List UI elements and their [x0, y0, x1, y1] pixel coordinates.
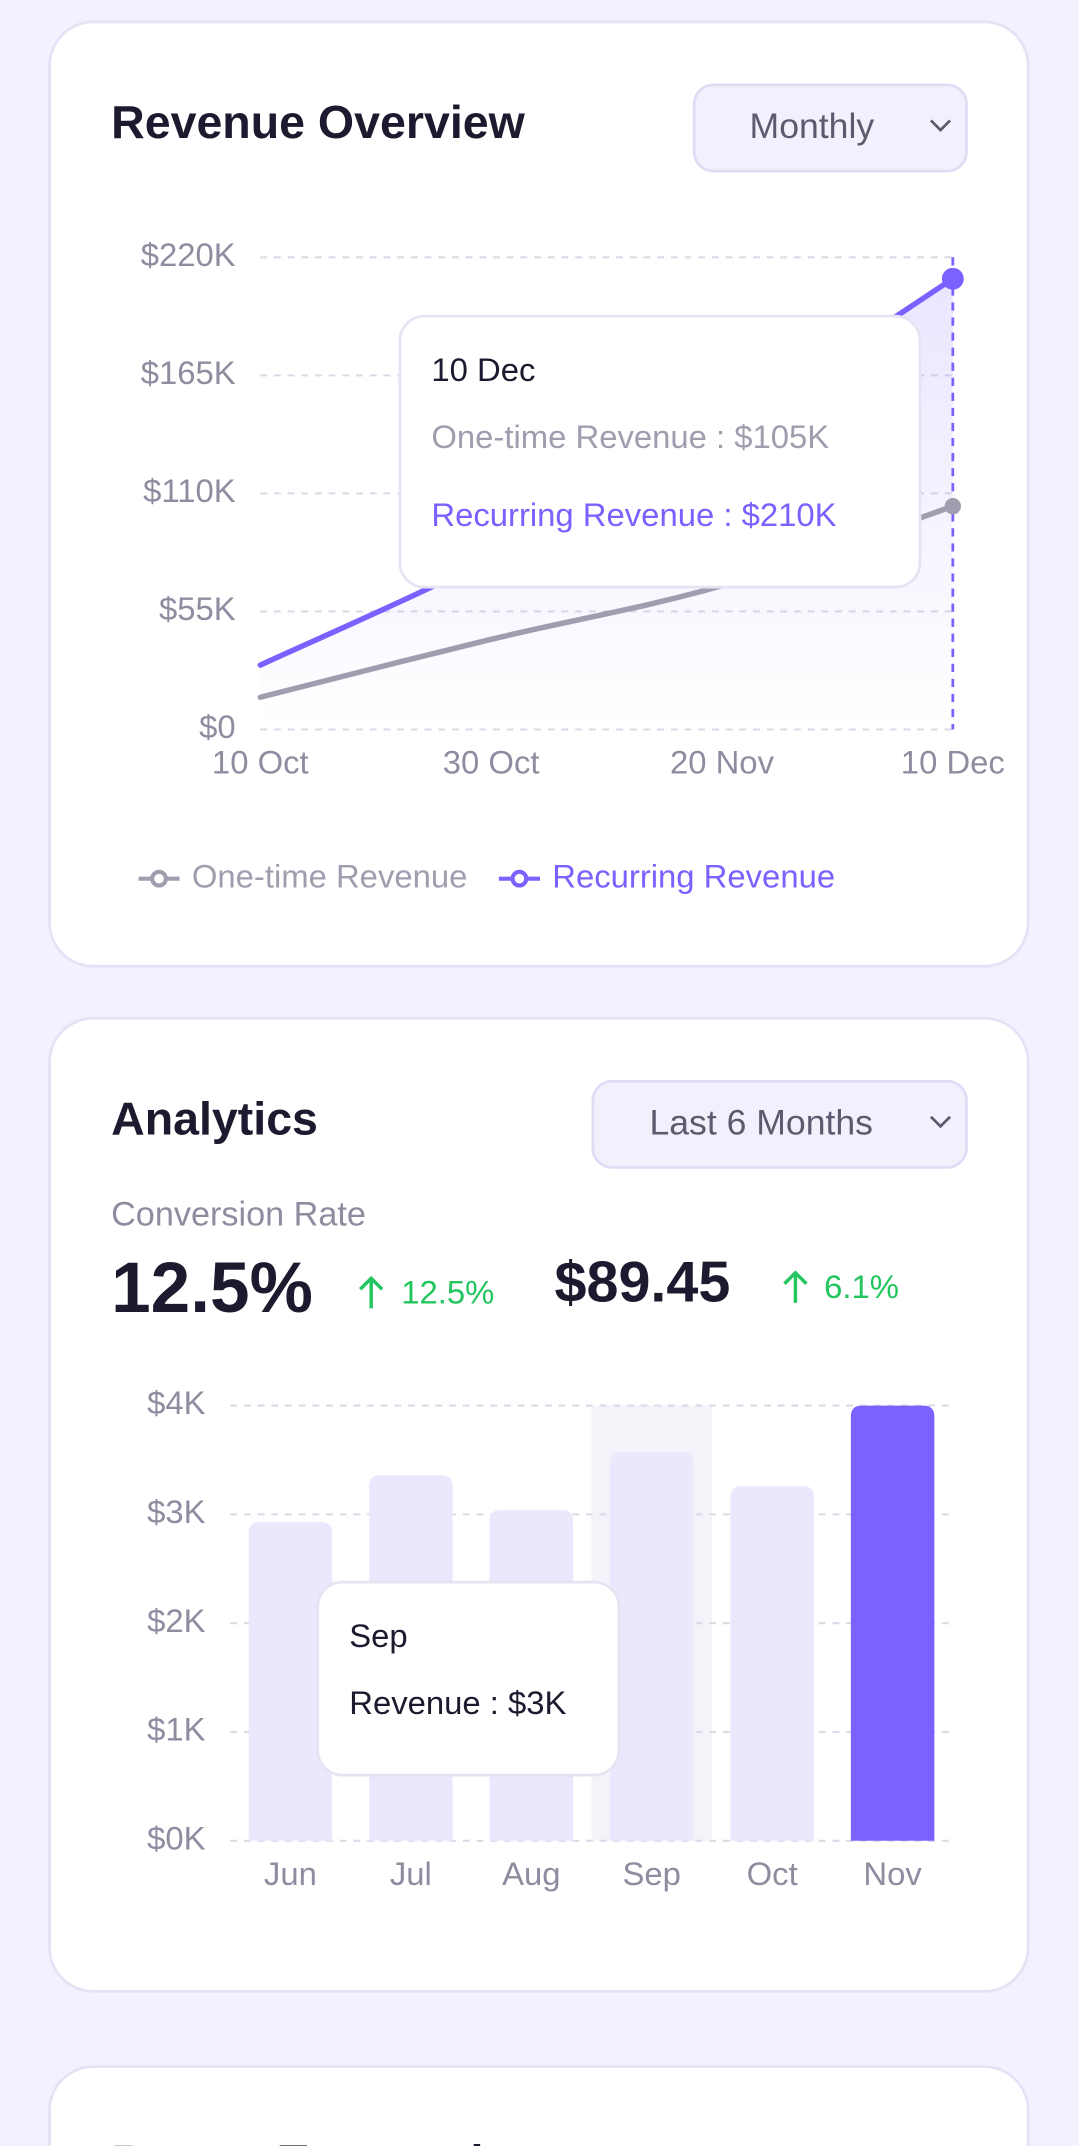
- y-tick-label: $110K: [143, 472, 236, 509]
- y-tick-label: $220K: [141, 236, 236, 273]
- bar: [609, 1452, 694, 1841]
- tooltip-title: 10 Dec: [431, 351, 535, 388]
- bar-chart: $0K $1K $2K $3K $4K Jun Jul Aug Sep Oct Nov Sep Reve…: [147, 1384, 953, 1892]
- x-tick-label: Jun: [264, 1855, 317, 1892]
- tooltip-line: Recurring Revenue : $210K: [431, 496, 836, 533]
- legend-label: Recurring Revenue: [552, 857, 835, 894]
- y-tick-label: $2K: [147, 1602, 206, 1639]
- y-tick-label: $0K: [147, 1819, 206, 1856]
- legend-icon: [150, 869, 168, 888]
- x-tick-label: 20 Nov: [670, 744, 775, 781]
- y-tick-label: $4K: [147, 1384, 206, 1421]
- metric-value: $89.45: [555, 1251, 731, 1315]
- bar: [730, 1486, 814, 1841]
- x-tick-label: Nov: [863, 1855, 922, 1892]
- x-tick-label: 10 Dec: [901, 744, 1005, 781]
- end-point: [941, 267, 964, 290]
- dropdown[interactable]: Last 6 Months: [591, 1079, 968, 1169]
- x-tick-label: Jul: [390, 1855, 432, 1892]
- tooltip: [316, 1580, 621, 1777]
- chevron[interactable]: [929, 1115, 952, 1129]
- card-title: Revenue Overview: [111, 96, 526, 148]
- y-tick-label: $1K: [147, 1711, 206, 1748]
- legend-icon: [510, 869, 529, 888]
- y-tick-label: $0: [199, 708, 236, 745]
- metric-value: 12.5%: [111, 1249, 313, 1328]
- tooltip-title: Sep: [349, 1617, 407, 1654]
- bar: [248, 1521, 333, 1841]
- metric-label: Conversion Rate: [111, 1196, 366, 1234]
- x-tick-label: 10 Oct: [212, 744, 309, 781]
- bar: [850, 1405, 935, 1841]
- dropdown-box[interactable]: [692, 83, 968, 173]
- dropdown[interactable]: Monthly: [692, 83, 968, 173]
- card-title: Recent Transactions: [111, 2135, 566, 2146]
- dropdown-label[interactable]: Monthly: [750, 106, 875, 146]
- x-tick-label: Aug: [502, 1855, 560, 1892]
- x-tick-label: Oct: [747, 1855, 798, 1892]
- card: [48, 2065, 1030, 2146]
- x-tick-label: 30 Oct: [443, 744, 540, 781]
- tooltip-line: Revenue : $3K: [349, 1684, 566, 1721]
- card-title: Analytics: [111, 1093, 318, 1145]
- tooltip-line: One-time Revenue : $105K: [431, 418, 829, 455]
- legend-item: Recurring Revenue: [498, 857, 835, 894]
- line-chart: $0 $55K $110K $165K $220K 10 Oct 30 Oct 20 Nov 1…: [138, 236, 1005, 894]
- y-tick-label: $165K: [141, 354, 236, 391]
- metric-change: 6.1%: [824, 1268, 899, 1305]
- end-point: [944, 498, 962, 515]
- dropdown-label[interactable]: Last 6 Months: [649, 1102, 872, 1142]
- legend-label: One-time Revenue: [192, 857, 468, 894]
- legend-item: One-time Revenue: [138, 857, 467, 894]
- metric-change: 12.5%: [401, 1273, 494, 1310]
- dropdown-box[interactable]: [591, 1079, 968, 1169]
- tooltip: [398, 314, 922, 589]
- chevron[interactable]: [929, 119, 952, 132]
- up-arrow: [783, 1270, 808, 1303]
- x-tick-label: Sep: [623, 1855, 681, 1892]
- y-tick-label: $55K: [159, 590, 236, 627]
- up-arrow: [359, 1275, 384, 1309]
- y-tick-label: $3K: [147, 1493, 206, 1530]
